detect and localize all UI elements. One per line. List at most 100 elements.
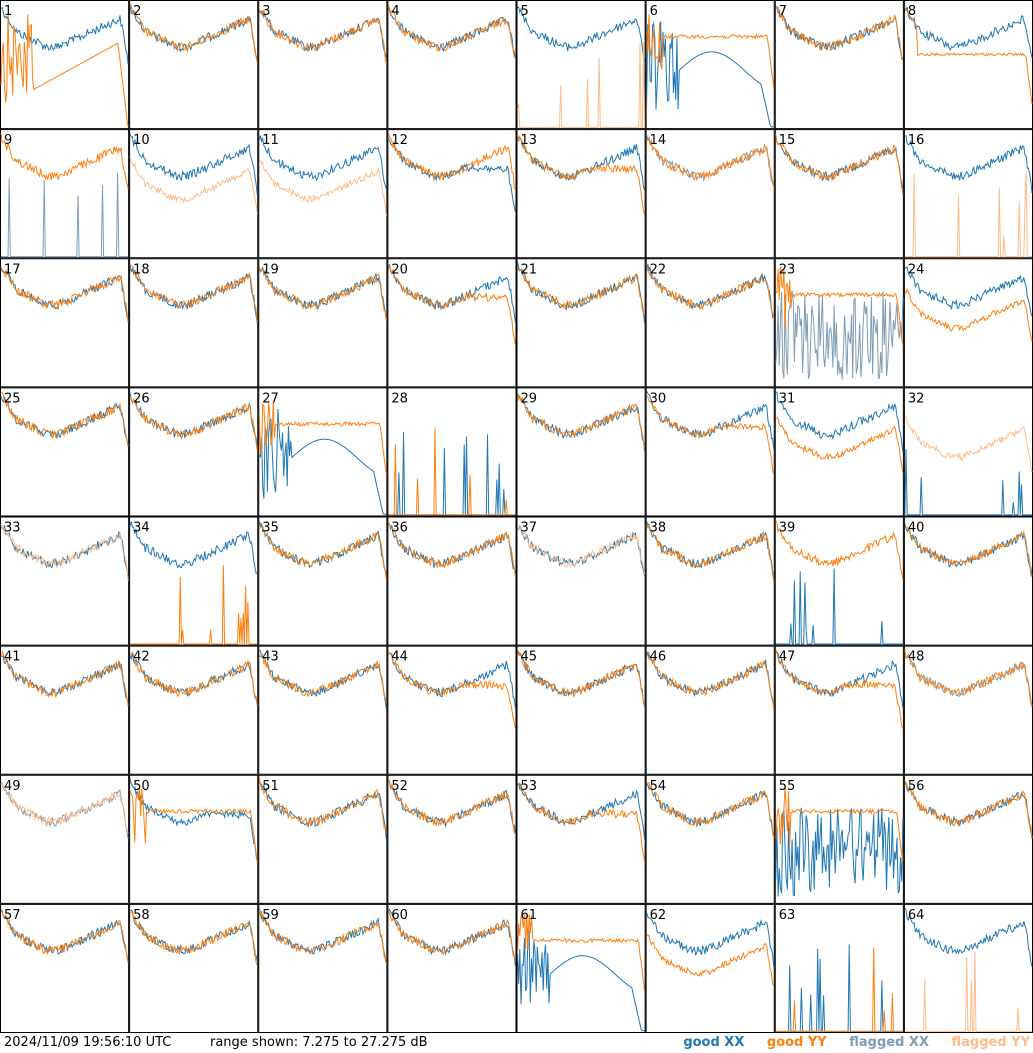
panel-17: 17 <box>0 258 130 388</box>
panel-label: 46 <box>650 650 667 665</box>
series-xx-9 <box>1 172 129 258</box>
panel-59: 59 <box>258 903 388 1033</box>
panel-20: 20 <box>387 258 517 388</box>
series-xx-31 <box>775 391 904 453</box>
series-xx-41 <box>0 655 129 705</box>
panel-38: 38 <box>645 516 775 646</box>
panel-1: 1 <box>0 0 130 130</box>
series-xx-47 <box>775 651 904 709</box>
panel-label: 33 <box>4 521 21 536</box>
panel-58: 58 <box>129 903 259 1033</box>
panel-label: 48 <box>908 650 925 665</box>
series-yy-10 <box>129 156 258 215</box>
series-xx-23 <box>775 289 904 380</box>
series-yy-6 <box>646 13 775 90</box>
panel-frame <box>774 0 904 130</box>
panel-label: 29 <box>521 391 538 406</box>
panel-22: 22 <box>645 258 775 388</box>
panel-label: 25 <box>4 391 21 406</box>
panel-label: 14 <box>650 133 667 148</box>
panel-frame <box>516 387 646 517</box>
panel-18: 18 <box>129 258 259 388</box>
panel-label: 55 <box>779 779 796 794</box>
series-yy-1 <box>0 14 129 127</box>
panel-frame <box>0 129 130 259</box>
panel-label: 49 <box>4 779 21 794</box>
legend-flagged-yy: flagged YY <box>951 1035 1031 1050</box>
panel-frame <box>387 0 517 130</box>
series-yy-41 <box>0 650 129 707</box>
series-yy-3 <box>258 8 387 64</box>
panel-26: 26 <box>129 387 259 517</box>
panel-48: 48 <box>903 645 1033 775</box>
panel-label: 1 <box>4 4 12 19</box>
series-yy-25 <box>0 391 129 446</box>
panel-55: 55 <box>774 774 904 904</box>
panel-13: 13 <box>516 129 646 259</box>
panel-30: 30 <box>645 387 775 517</box>
series-xx-33 <box>0 525 129 579</box>
panel-frame <box>645 774 775 904</box>
panel-5: 5 <box>516 0 646 130</box>
series-xx-35 <box>258 520 387 575</box>
panel-label: 60 <box>391 908 408 923</box>
panel-frame <box>258 774 388 904</box>
panel-frame <box>774 516 904 646</box>
panel-frame <box>645 516 775 646</box>
panel-frame <box>129 903 259 1033</box>
panel-label: 22 <box>650 262 667 277</box>
series-yy-2 <box>129 3 258 63</box>
panel-46: 46 <box>645 645 775 775</box>
panel-frame <box>645 129 775 259</box>
series-yy-31 <box>775 417 904 475</box>
series-yy-50 <box>129 785 258 863</box>
series-yy-24 <box>904 287 1033 342</box>
panel-37: 37 <box>516 516 646 646</box>
panel-label: 2 <box>133 4 141 19</box>
series-yy-20 <box>387 264 516 347</box>
series-yy-62 <box>646 934 775 987</box>
series-yy-11 <box>258 158 387 217</box>
panel-frame <box>774 645 904 775</box>
panel-label: 20 <box>391 262 408 277</box>
panel-42: 42 <box>129 645 259 775</box>
series-yy-45 <box>517 651 646 706</box>
series-yy-36 <box>387 520 516 579</box>
series-yy-46 <box>646 651 775 711</box>
series-yy-27 <box>258 401 387 475</box>
panel-frame <box>903 774 1033 904</box>
panel-label: 53 <box>521 779 538 794</box>
panel-47: 47 <box>774 645 904 775</box>
panel-label: 17 <box>4 262 21 277</box>
series-yy-58 <box>129 910 258 966</box>
panel-frame <box>258 516 388 646</box>
panel-frame <box>387 129 517 259</box>
series-yy-22 <box>646 264 775 319</box>
panel-label: 11 <box>262 133 279 148</box>
series-xx-43 <box>259 650 387 710</box>
series-xx-12 <box>387 138 516 213</box>
panel-7: 7 <box>774 0 904 130</box>
panel-label: 21 <box>521 262 538 277</box>
panel-label: 27 <box>262 391 279 406</box>
panel-3: 3 <box>258 0 388 130</box>
panel-frame <box>258 0 388 130</box>
panel-12: 12 <box>387 129 517 259</box>
series-xx-20 <box>387 264 516 323</box>
panel-frame <box>645 903 775 1033</box>
panel-label: 57 <box>4 908 21 923</box>
series-yy-9 <box>0 133 129 190</box>
panel-frame <box>387 645 517 775</box>
series-xx-62 <box>646 912 775 968</box>
series-yy-4 <box>387 3 516 58</box>
panel-label: 62 <box>650 908 667 923</box>
panel-frame <box>387 258 517 388</box>
panel-label: 41 <box>4 650 21 665</box>
panel-29: 29 <box>516 387 646 517</box>
panel-frame <box>774 387 904 517</box>
series-yy-39 <box>775 520 904 581</box>
panel-32: 32 <box>903 387 1033 517</box>
panel-frame <box>903 516 1033 646</box>
legend-good-yy: good YY <box>766 1035 827 1050</box>
series-yy-42 <box>129 651 258 706</box>
